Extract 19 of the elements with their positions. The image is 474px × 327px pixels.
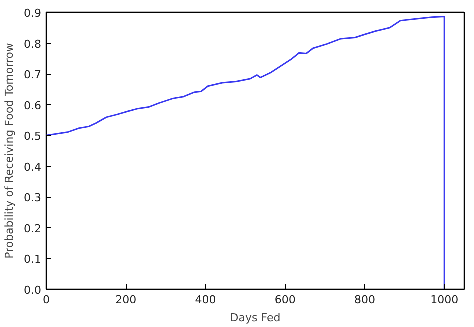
y-axis-title: Probability of Receiving Food Tomorrow <box>3 43 16 259</box>
y-tick-label: 0.0 <box>24 284 42 297</box>
y-tick-label: 0.1 <box>24 253 42 266</box>
x-tick-label: 600 <box>274 294 296 306</box>
line-series <box>46 16 446 290</box>
y-tick-label: 0.2 <box>24 222 42 236</box>
x-tick-label: 400 <box>195 294 216 306</box>
y-tick-label: 0.4 <box>24 160 42 174</box>
x-tick-label: 800 <box>354 294 376 306</box>
y-tick-label: 0.3 <box>24 192 42 205</box>
x-axis-title: Days Fed <box>230 312 281 324</box>
x-tick-label: 1000 <box>430 294 459 306</box>
y-tick-label: 0.6 <box>24 99 42 112</box>
y-tick-label: 0.7 <box>24 68 42 82</box>
y-tick-label: 0.5 <box>24 130 42 144</box>
y-tick-label: 0.8 <box>24 38 42 51</box>
y-tick-label: 0.9 <box>24 7 42 20</box>
x-tick-label: 0 <box>43 294 50 306</box>
x-tick-label: 200 <box>116 294 137 306</box>
